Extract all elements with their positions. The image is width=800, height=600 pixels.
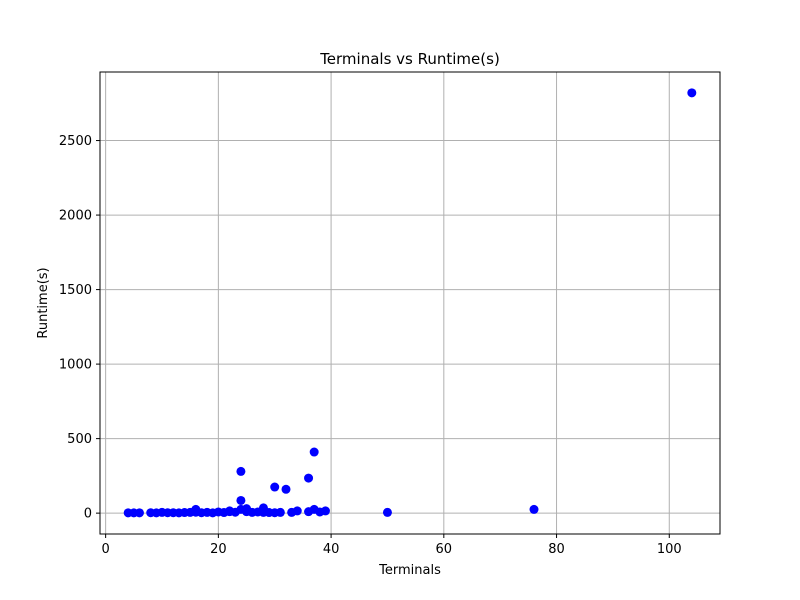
y-tick-label: 2000 xyxy=(59,209,92,224)
data-point xyxy=(529,504,539,514)
data-point xyxy=(304,473,314,483)
x-tick-label: 80 xyxy=(548,542,565,557)
y-axis-label: Runtime(s) xyxy=(36,267,51,338)
y-tick-label: 1500 xyxy=(59,283,92,298)
data-point xyxy=(270,482,280,492)
x-tick-label: 20 xyxy=(210,542,227,557)
data-point xyxy=(281,484,291,494)
y-tick-label: 500 xyxy=(67,432,92,447)
data-point xyxy=(320,506,330,516)
data-point xyxy=(687,88,697,98)
y-tick-label: 1000 xyxy=(59,358,92,373)
data-point xyxy=(275,507,285,517)
data-point xyxy=(236,495,246,505)
x-tick-label: 40 xyxy=(323,542,340,557)
data-point xyxy=(292,506,302,516)
plot-frame xyxy=(99,71,721,535)
data-point xyxy=(134,508,144,518)
x-tick-label: 100 xyxy=(657,542,682,557)
data-point xyxy=(309,447,319,457)
x-tick-label: 60 xyxy=(436,542,453,557)
data-point xyxy=(236,466,246,476)
x-tick-label: 0 xyxy=(101,542,109,557)
chart-title: Terminals vs Runtime(s) xyxy=(319,50,500,68)
data-points xyxy=(123,88,697,518)
y-tick-label: 2500 xyxy=(59,134,92,149)
x-axis-label: Terminals xyxy=(378,563,441,578)
y-tick-label: 0 xyxy=(84,507,92,522)
data-point xyxy=(382,507,392,517)
